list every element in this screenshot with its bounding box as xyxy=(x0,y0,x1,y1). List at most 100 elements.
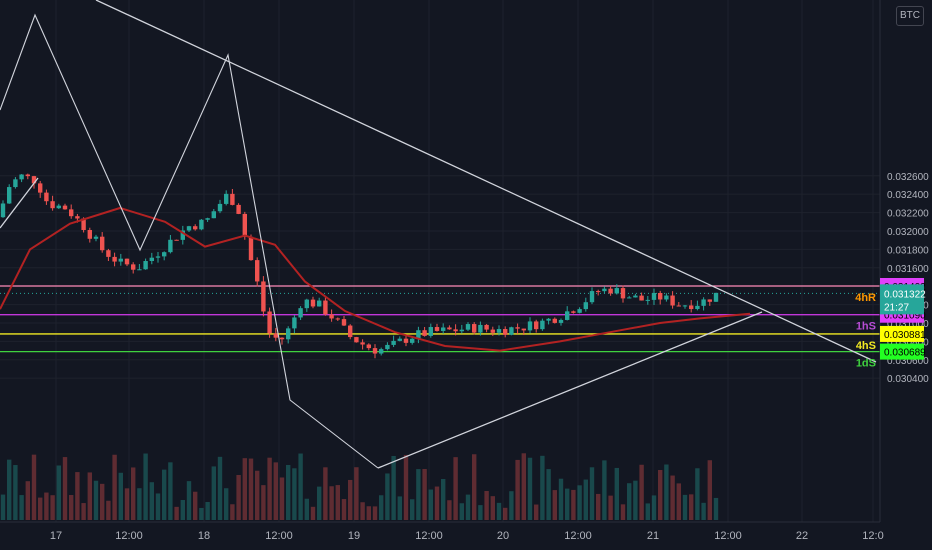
trend-drawings xyxy=(0,0,877,469)
volume-bar-83 xyxy=(515,459,520,520)
current-price-value: 0.031322 xyxy=(884,289,926,300)
volume-bar-10 xyxy=(62,457,68,520)
candle-body-75 xyxy=(465,324,471,330)
candle-body-37 xyxy=(230,193,235,205)
volume-bar-6 xyxy=(38,497,43,520)
volume-bar-7 xyxy=(44,492,49,520)
candle-body-38 xyxy=(236,204,241,214)
volume-bar-11 xyxy=(69,495,74,520)
candle-body-1 xyxy=(7,187,12,204)
volume-bar-90 xyxy=(558,478,564,520)
volume-bar-49 xyxy=(304,498,309,520)
candle-body-4 xyxy=(25,174,30,177)
candle-body-47 xyxy=(292,317,297,329)
candle-body-80 xyxy=(496,329,502,333)
candle-body-77 xyxy=(478,324,483,333)
candle-body-114 xyxy=(707,299,712,302)
volume-bar-47 xyxy=(292,468,297,520)
volume-bar-16 xyxy=(100,483,105,520)
volume-bar-70 xyxy=(434,486,440,520)
volume-bar-53 xyxy=(329,486,334,520)
candle-body-48 xyxy=(298,308,303,318)
candle-body-61 xyxy=(379,349,384,354)
x-tick-label-2: 18 xyxy=(198,530,210,542)
y-tick-label-1: 0.032400 xyxy=(887,190,929,201)
volume-bar-1 xyxy=(7,459,12,520)
volume-bar-107 xyxy=(664,464,669,520)
candles xyxy=(0,173,719,359)
candle-body-104 xyxy=(645,299,650,301)
y-tick-label-7: 0.031000 xyxy=(887,319,929,330)
volume-bar-108 xyxy=(670,475,675,520)
candle-body-93 xyxy=(577,309,582,313)
candle-body-72 xyxy=(447,327,452,330)
candle-body-59 xyxy=(366,344,371,349)
moving-average-line xyxy=(0,206,751,352)
volume-bar-77 xyxy=(478,505,483,520)
candle-body-3 xyxy=(19,174,24,180)
volume-bar-100 xyxy=(620,504,626,520)
candle-body-78 xyxy=(484,324,489,330)
candle-body-32 xyxy=(199,219,204,230)
moving-average xyxy=(0,206,751,352)
candle-body-23 xyxy=(143,261,148,270)
candle-body-8 xyxy=(50,201,55,209)
candle-body-11 xyxy=(69,209,74,217)
volume-bar-84 xyxy=(521,453,526,520)
volume-bar-43 xyxy=(267,457,272,520)
volume-bar-96 xyxy=(596,493,601,520)
candle-body-49 xyxy=(304,299,309,309)
volume-bar-40 xyxy=(248,458,254,520)
candle-body-20 xyxy=(124,258,130,265)
volume-bar-23 xyxy=(143,453,148,520)
volume-bar-72 xyxy=(447,500,452,520)
candle-body-105 xyxy=(651,292,657,300)
volume-bar-95 xyxy=(589,467,595,520)
candle-body-108 xyxy=(670,295,675,306)
volume-bar-106 xyxy=(658,470,663,520)
candle-body-67 xyxy=(416,330,421,339)
candle-body-57 xyxy=(354,337,359,343)
candle-body-6 xyxy=(38,183,43,193)
volume-bar-85 xyxy=(527,457,533,520)
candle-body-99 xyxy=(614,288,619,294)
volume-bar-64 xyxy=(397,496,402,520)
symbol-badge[interactable]: BTC xyxy=(896,6,924,26)
candle-body-64 xyxy=(397,338,402,341)
candle-body-97 xyxy=(602,288,607,292)
level-name-1hS: 1hS xyxy=(856,321,876,333)
candle-body-79 xyxy=(490,329,495,333)
candle-body-44 xyxy=(273,333,278,338)
volume-bar-5 xyxy=(31,454,37,520)
volume-bar-44 xyxy=(273,462,278,520)
candle-body-10 xyxy=(62,205,68,210)
candle-body-34 xyxy=(211,211,216,219)
time-axis[interactable]: 17 12:00 18 12:00 19 12:00 20 12:00 21 12:00 22 12:… xyxy=(50,530,884,542)
volume-bar-33 xyxy=(205,502,210,520)
candle-body-42 xyxy=(261,281,266,312)
volume-bar-113 xyxy=(701,502,706,520)
volume-bar-25 xyxy=(155,493,161,520)
volume-bar-3 xyxy=(19,495,24,520)
level-name-4hR: 4hR xyxy=(855,292,876,304)
volume-bar-48 xyxy=(298,453,303,520)
volume-bar-63 xyxy=(391,455,396,520)
volume-bar-105 xyxy=(651,495,657,520)
candle-body-68 xyxy=(422,330,427,336)
x-tick-label-11: 12:0 xyxy=(862,530,883,542)
x-tick-label-10: 22 xyxy=(796,530,808,542)
volume-bar-9 xyxy=(56,465,61,520)
candle-body-65 xyxy=(403,338,409,343)
volume-bar-98 xyxy=(608,495,613,520)
volume-bar-21 xyxy=(131,467,136,520)
candle-body-50 xyxy=(310,299,316,307)
volume-bar-110 xyxy=(682,494,688,520)
price-axis[interactable]: 0.032600 0.032400 0.032200 0.032000 0.031800… xyxy=(887,172,929,385)
candle-body-18 xyxy=(112,256,117,262)
candle-body-82 xyxy=(509,327,514,335)
volume-bar-73 xyxy=(453,457,458,520)
volume-bar-112 xyxy=(695,468,700,520)
volume-bar-104 xyxy=(645,503,650,520)
